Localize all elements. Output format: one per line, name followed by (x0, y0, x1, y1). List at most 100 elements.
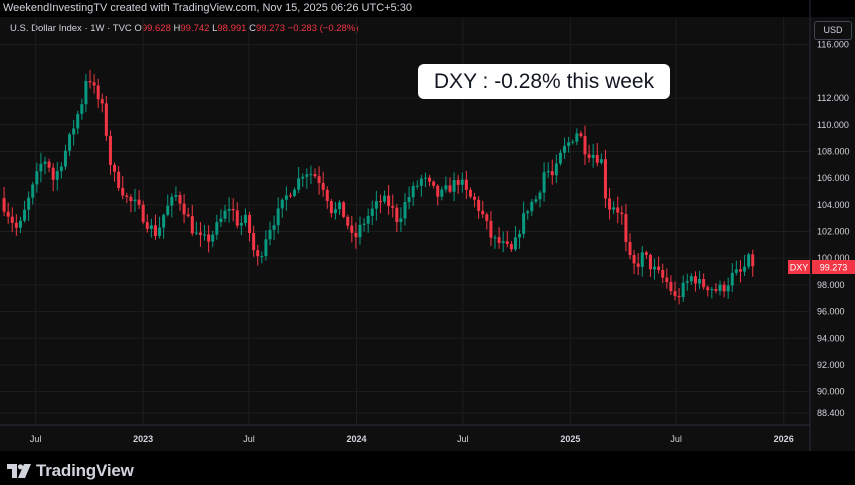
candle-body (153, 225, 157, 236)
candle-body (673, 291, 677, 296)
candle-body (190, 216, 194, 234)
candle-body (665, 277, 669, 282)
close-key: C (249, 23, 256, 34)
candle-body (436, 185, 440, 197)
candle-body (301, 176, 305, 179)
time-axis[interactable]: Jul 2023 Jul 2024 Jul 2025 Jul 2026 (30, 434, 794, 444)
candle-body (260, 256, 264, 258)
candle-body (113, 164, 117, 172)
candle-body (677, 295, 681, 298)
change-value: −0.283 (−0.28%) (287, 23, 359, 34)
candle-body (505, 241, 509, 244)
candle-body (325, 189, 329, 202)
candle-body (198, 232, 202, 235)
candle-body (252, 233, 256, 251)
candle-body (489, 220, 493, 238)
candle-body (522, 213, 526, 234)
candle-body (432, 181, 436, 186)
x-tick-label: Jul (457, 434, 469, 444)
chart-credit: WeekendInvestingTV created with TradingV… (3, 2, 412, 14)
candle-body (624, 214, 628, 242)
candle-body (43, 161, 47, 164)
candle-body (407, 197, 411, 203)
candle-body (342, 202, 346, 217)
candle-body (223, 210, 227, 219)
candle-body (92, 82, 96, 86)
candle-body (460, 179, 464, 185)
candle-body (509, 243, 513, 250)
candle-body (317, 176, 321, 183)
candle-body (423, 177, 427, 179)
price-axis[interactable]: 88.400 90.000 92.000 94.000 96.000 98.000 100.… (817, 40, 850, 418)
candle-body (452, 180, 456, 192)
candle-body (84, 81, 88, 105)
candle-body (567, 142, 571, 146)
weekly-change-callout: DXY : -0.28% this week (418, 64, 670, 99)
candle-body (456, 180, 460, 185)
y-tick-label: 106.000 (817, 173, 850, 183)
candle-body (493, 237, 497, 239)
candle-body (350, 225, 354, 233)
candle-body (579, 133, 583, 137)
candle-body (235, 210, 239, 226)
candle-body (448, 185, 452, 192)
candle-body (125, 195, 129, 197)
candle-body (313, 174, 317, 177)
x-tick-label: 2025 (560, 434, 580, 444)
low-key: L (212, 23, 218, 34)
candle-body (39, 163, 43, 172)
candle-body (743, 266, 747, 272)
y-tick-label: 90.000 (817, 387, 845, 397)
tradingview-logo[interactable]: TradingView (7, 461, 134, 481)
candle-body (63, 150, 67, 167)
candle-body (530, 201, 534, 212)
price-chart[interactable]: 88.400 90.000 92.000 94.000 96.000 98.000 100.… (0, 0, 855, 451)
candle-body (162, 214, 166, 228)
y-tick-label: 96.000 (817, 307, 845, 317)
symbol-title: U.S. Dollar Index · 1W · TVC (10, 23, 132, 34)
candle-body (141, 204, 145, 223)
x-tick-label: Jul (243, 434, 255, 444)
last-price-value-tag (812, 260, 855, 274)
candle-body (415, 185, 419, 187)
candle-body (2, 198, 6, 212)
candle-body (689, 276, 693, 282)
candle-body (194, 232, 198, 234)
currency-button[interactable]: USD (814, 21, 852, 40)
y-tick-label: 104.000 (817, 200, 850, 210)
candle-body (31, 184, 35, 198)
candle-body (182, 203, 186, 215)
candle-body (215, 222, 219, 235)
candle-body (68, 134, 72, 151)
candle-body (468, 189, 472, 197)
candle-body (681, 282, 685, 298)
close-value: 99.273 (255, 23, 286, 34)
candle-body (227, 208, 231, 211)
last-price-value: 99.273 (820, 263, 848, 273)
candle-body (648, 255, 652, 270)
candle-body (730, 272, 734, 286)
candle-body (411, 186, 415, 198)
candle-body (726, 285, 730, 292)
candle-body (293, 189, 297, 196)
candle-body (76, 113, 80, 129)
y-tick-label: 102.000 (817, 227, 850, 237)
candle-body (358, 224, 362, 238)
candle-body (338, 202, 342, 210)
candle-body (383, 195, 387, 202)
candle-body (661, 270, 665, 278)
candle-body (698, 279, 702, 284)
candle-body (239, 222, 243, 226)
candle-body (558, 152, 562, 164)
candle-body (591, 154, 595, 158)
candle-body (685, 281, 689, 283)
candle-body (669, 281, 673, 292)
candle-body (100, 99, 104, 104)
low-value: 98.991 (217, 23, 247, 34)
top-bar: WeekendInvestingTV created with TradingV… (0, 0, 855, 17)
high-key: H (173, 23, 181, 34)
x-tick-label: 2023 (133, 434, 153, 444)
candle-body (599, 159, 603, 163)
candle-body (378, 201, 382, 203)
candle-body (27, 197, 31, 210)
